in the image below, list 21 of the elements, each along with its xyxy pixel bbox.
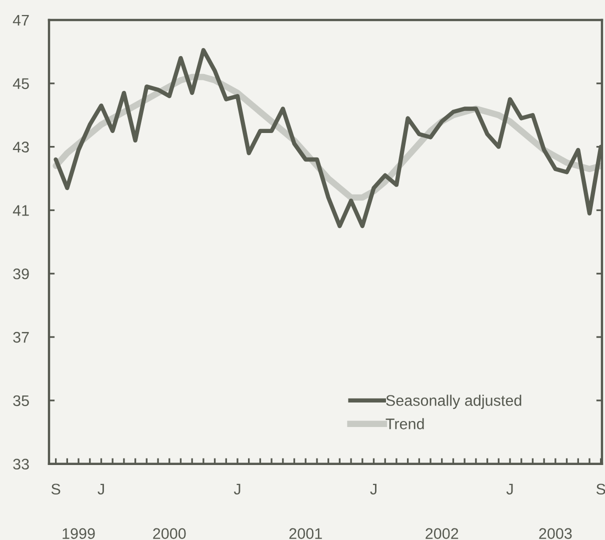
text: 2001 [289, 528, 322, 539]
x-tick-label: J [234, 484, 240, 495]
y-tick-label: 37 [13, 332, 29, 343]
y-tick-label: 33 [13, 458, 29, 470]
x-tick-label: J [370, 484, 376, 495]
text: 1999 [62, 528, 95, 539]
y-tick-label: 41 [12, 205, 29, 216]
y-tick-label: 35 [13, 395, 29, 406]
text: 2000 [153, 528, 186, 539]
x-tick-label: J [506, 484, 513, 495]
text: 2002 [426, 528, 458, 539]
legend-label: Seasonally adjusted [386, 394, 522, 409]
x-tick-label: S [596, 484, 605, 495]
legend-label: Trend [386, 418, 424, 430]
text: 2003 [539, 528, 572, 539]
y-tick-label: 39 [13, 268, 29, 280]
x-tick-label: J [98, 484, 104, 495]
y-tick-label: 43 [12, 142, 29, 152]
y-tick-label: 45 [12, 78, 29, 90]
x-tick-label: S [51, 484, 60, 495]
y-tick-label: 47 [12, 15, 29, 26]
